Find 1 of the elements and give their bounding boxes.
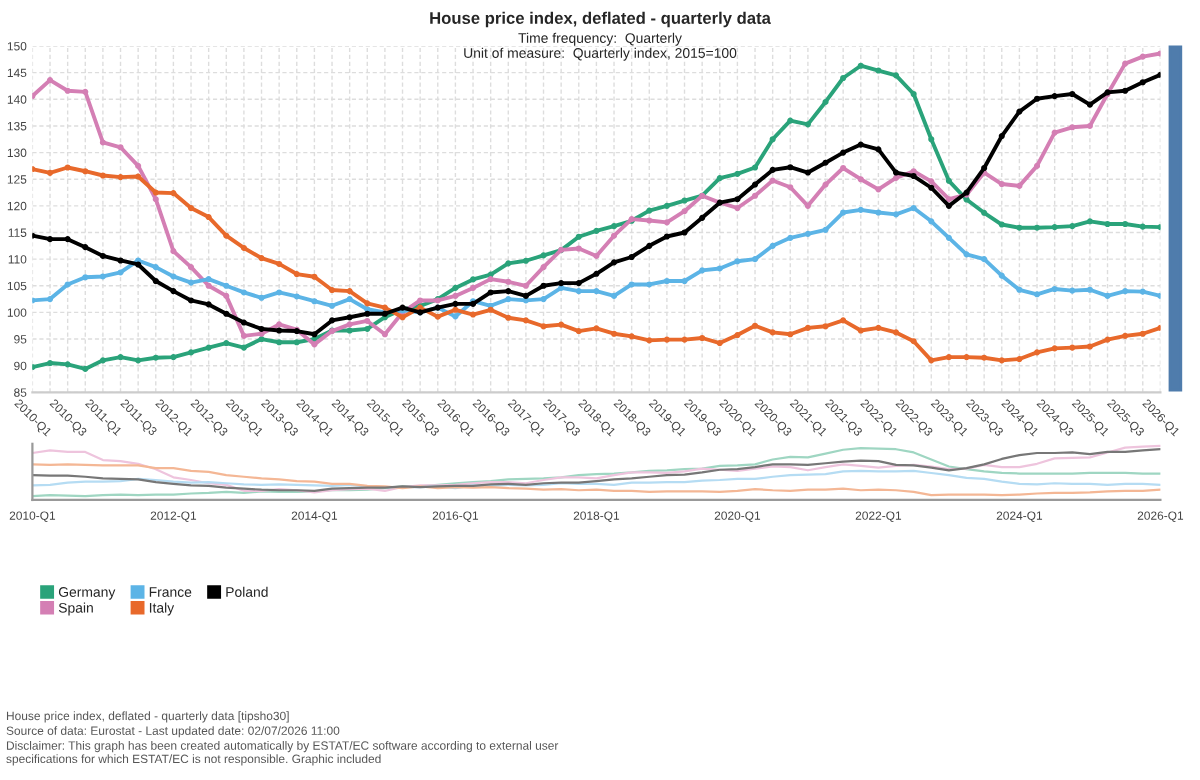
chart-title: House price index, deflated - quarterly data xyxy=(430,11,771,28)
